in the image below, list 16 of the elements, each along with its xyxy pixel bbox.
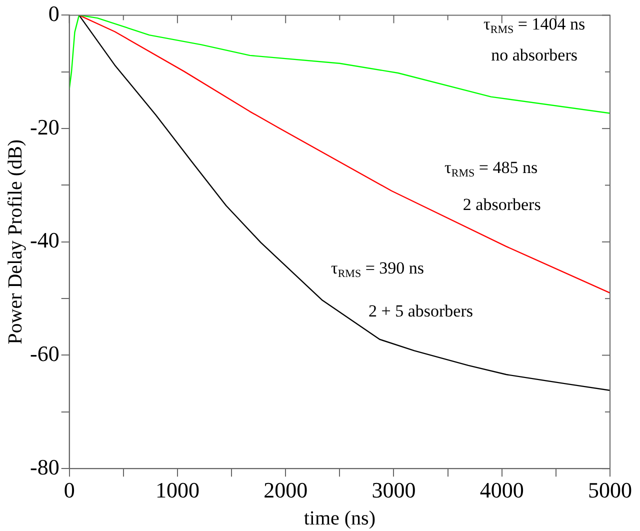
y-tick-label: -60 (30, 341, 60, 366)
x-tick-label: 5000 (588, 478, 632, 503)
annotation: 2 + 5 absorbers (368, 302, 474, 321)
x-tick-label: 2000 (264, 478, 308, 503)
x-tick-label: 4000 (480, 478, 524, 503)
y-tick-label: -40 (30, 228, 60, 253)
y-tick-label: 0 (48, 0, 60, 26)
y-tick-label: -80 (30, 454, 60, 480)
x-tick-label: 1000 (155, 478, 200, 503)
annotation: no absorbers (491, 45, 578, 64)
y-tick-label: -20 (30, 114, 60, 140)
x-tick-label: 0 (64, 478, 75, 503)
annotation: 2 absorbers (462, 195, 541, 214)
x-axis-title: time (ns) (304, 507, 376, 530)
y-axis-title: Power Delay Profile (dB) (4, 139, 26, 344)
x-tick-label: 3000 (372, 478, 416, 503)
